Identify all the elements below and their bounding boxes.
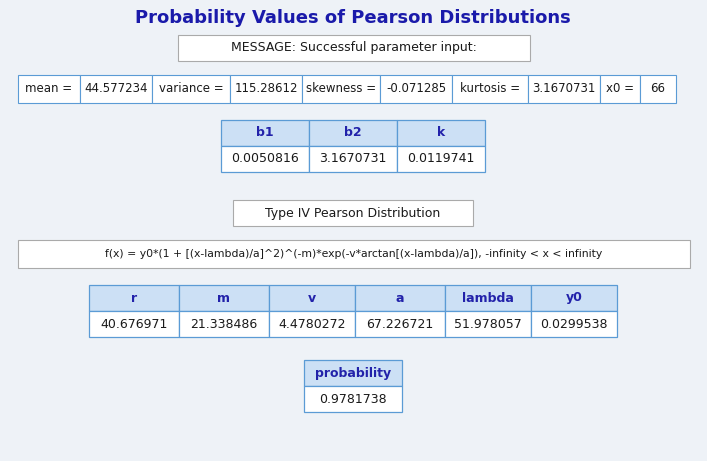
FancyBboxPatch shape xyxy=(18,75,80,103)
Text: 0.9781738: 0.9781738 xyxy=(319,392,387,406)
Text: variance =: variance = xyxy=(158,83,223,95)
Text: probability: probability xyxy=(315,366,391,379)
FancyBboxPatch shape xyxy=(80,75,152,103)
FancyBboxPatch shape xyxy=(397,120,485,146)
FancyBboxPatch shape xyxy=(178,35,530,61)
Text: 0.0119741: 0.0119741 xyxy=(407,153,474,165)
FancyBboxPatch shape xyxy=(445,285,531,311)
Text: 40.676971: 40.676971 xyxy=(100,318,168,331)
Text: 67.226721: 67.226721 xyxy=(366,318,433,331)
FancyBboxPatch shape xyxy=(531,285,617,311)
Text: 3.1670731: 3.1670731 xyxy=(532,83,596,95)
Text: f(x) = y0*(1 + [(x-lambda)/a]^2)^(-m)*exp(-v*arctan[(x-lambda)/a]), -infinity < : f(x) = y0*(1 + [(x-lambda)/a]^2)^(-m)*ex… xyxy=(105,249,602,259)
FancyBboxPatch shape xyxy=(531,311,617,337)
FancyBboxPatch shape xyxy=(89,285,179,311)
Text: 0.0050816: 0.0050816 xyxy=(231,153,299,165)
FancyBboxPatch shape xyxy=(309,146,397,172)
FancyBboxPatch shape xyxy=(309,120,397,146)
FancyBboxPatch shape xyxy=(269,285,355,311)
FancyBboxPatch shape xyxy=(600,75,640,103)
Text: kurtosis =: kurtosis = xyxy=(460,83,520,95)
FancyBboxPatch shape xyxy=(89,311,179,337)
Text: b1: b1 xyxy=(256,126,274,140)
Text: mean =: mean = xyxy=(25,83,73,95)
Text: 3.1670731: 3.1670731 xyxy=(320,153,387,165)
FancyBboxPatch shape xyxy=(304,360,402,386)
Text: MESSAGE: Successful parameter input:: MESSAGE: Successful parameter input: xyxy=(231,41,477,54)
Text: 66: 66 xyxy=(650,83,665,95)
FancyBboxPatch shape xyxy=(233,200,473,226)
Text: Probability Values of Pearson Distributions: Probability Values of Pearson Distributi… xyxy=(135,9,571,27)
FancyBboxPatch shape xyxy=(452,75,528,103)
FancyBboxPatch shape xyxy=(302,75,380,103)
Text: b2: b2 xyxy=(344,126,362,140)
FancyBboxPatch shape xyxy=(269,311,355,337)
FancyBboxPatch shape xyxy=(230,75,302,103)
Text: m: m xyxy=(218,291,230,305)
Text: 115.28612: 115.28612 xyxy=(234,83,298,95)
Text: k: k xyxy=(437,126,445,140)
FancyBboxPatch shape xyxy=(445,311,531,337)
FancyBboxPatch shape xyxy=(179,311,269,337)
Text: -0.071285: -0.071285 xyxy=(386,83,446,95)
FancyBboxPatch shape xyxy=(179,285,269,311)
FancyBboxPatch shape xyxy=(152,75,230,103)
FancyBboxPatch shape xyxy=(640,75,676,103)
Text: a: a xyxy=(396,291,404,305)
FancyBboxPatch shape xyxy=(221,146,309,172)
Text: 51.978057: 51.978057 xyxy=(454,318,522,331)
FancyBboxPatch shape xyxy=(355,285,445,311)
FancyBboxPatch shape xyxy=(528,75,600,103)
FancyBboxPatch shape xyxy=(397,146,485,172)
Text: v: v xyxy=(308,291,316,305)
Text: lambda: lambda xyxy=(462,291,514,305)
Text: skewness =: skewness = xyxy=(306,83,376,95)
FancyBboxPatch shape xyxy=(355,311,445,337)
Text: x0 =: x0 = xyxy=(606,83,634,95)
Text: 44.577234: 44.577234 xyxy=(84,83,148,95)
FancyBboxPatch shape xyxy=(380,75,452,103)
Text: 4.4780272: 4.4780272 xyxy=(279,318,346,331)
FancyBboxPatch shape xyxy=(18,240,690,268)
FancyBboxPatch shape xyxy=(221,120,309,146)
FancyBboxPatch shape xyxy=(304,386,402,412)
Text: 21.338486: 21.338486 xyxy=(190,318,257,331)
Text: r: r xyxy=(131,291,137,305)
Text: Type IV Pearson Distribution: Type IV Pearson Distribution xyxy=(265,207,440,219)
Text: y0: y0 xyxy=(566,291,583,305)
Text: 0.0299538: 0.0299538 xyxy=(540,318,608,331)
